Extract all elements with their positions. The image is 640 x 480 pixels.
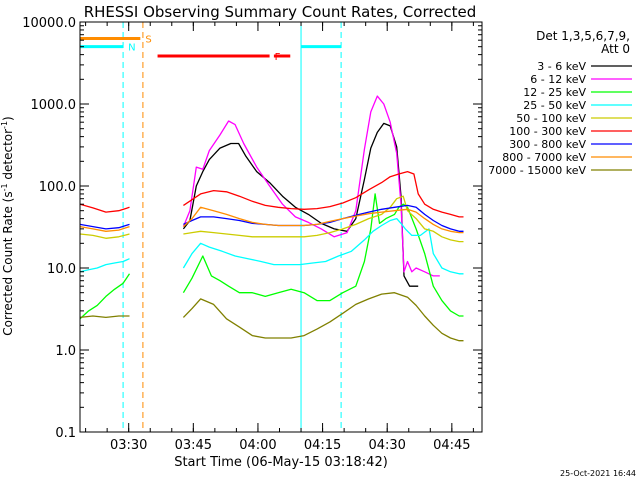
plot-content: [80, 22, 464, 432]
date-stamp: 25-Oct-2021 16:44: [560, 469, 636, 478]
y-tick-label-4: 10.0: [47, 262, 76, 277]
flag-label-s: S: [145, 34, 151, 45]
plot-frame: [79, 21, 483, 433]
x-tick-label-4: 04:15: [304, 438, 341, 453]
x-tick-label-1: 03:30: [110, 438, 147, 453]
x-tick-label-5: 04:30: [368, 438, 405, 453]
series-line-9: [80, 292, 464, 342]
x-tick-label-6: 04:45: [433, 438, 470, 453]
x-tick-label-3: 04:00: [239, 438, 276, 453]
legend-label-5: 50 - 100 keV: [516, 112, 586, 125]
legend-label-7: 300 - 800 keV: [509, 138, 586, 151]
y-tick-label-3: 100.0: [39, 180, 76, 195]
x-axis-label: Start Time (06-May-15 03:18:42): [174, 455, 388, 470]
legend-label-8: 800 - 7000 keV: [502, 151, 586, 164]
series-line-3: [80, 193, 464, 320]
y-tick-label-1: 10000.0: [22, 16, 76, 31]
series-line-6: [80, 170, 464, 218]
x-tick-label-2: 03:45: [175, 438, 212, 453]
legend-label-2: 6 - 12 keV: [530, 73, 586, 86]
series-line-4: [80, 217, 464, 275]
legend-header-line-1: Det 1,3,5,6,7,9,: [536, 29, 630, 43]
chart-title: RHESSI Observing Summary Count Rates, Co…: [84, 3, 477, 21]
legend-label-4: 25 - 50 keV: [523, 99, 586, 112]
flag-label-n: N: [128, 43, 135, 54]
plot-area: SN F 10000.0 1000.0 100.0 10.0 1.0 0.1 03:30 03:4…: [22, 16, 483, 453]
legend-label-3: 12 - 25 keV: [523, 86, 586, 99]
legend-label-6: 100 - 300 keV: [509, 125, 586, 138]
series-line-2: [182, 95, 440, 277]
y-tick-label-5: 1.0: [55, 344, 76, 359]
y-axis-label-group: Corrected Count Rate (s-1 detector-1): [0, 116, 15, 335]
y-tick-label-2: 1000.0: [31, 98, 77, 113]
series-line-5: [80, 195, 464, 243]
legend-label-1: 3 - 6 keV: [537, 60, 586, 73]
y-tick-label-6: 0.1: [55, 426, 76, 441]
legend-header-line-2: Att 0: [601, 42, 630, 56]
flag-label-f: F: [275, 52, 281, 63]
y-axis-label: Corrected Count Rate (s-1 detector-1): [0, 116, 15, 335]
legend-label-9: 7000 - 15000 keV: [488, 164, 586, 177]
series-line-8: [80, 206, 464, 234]
